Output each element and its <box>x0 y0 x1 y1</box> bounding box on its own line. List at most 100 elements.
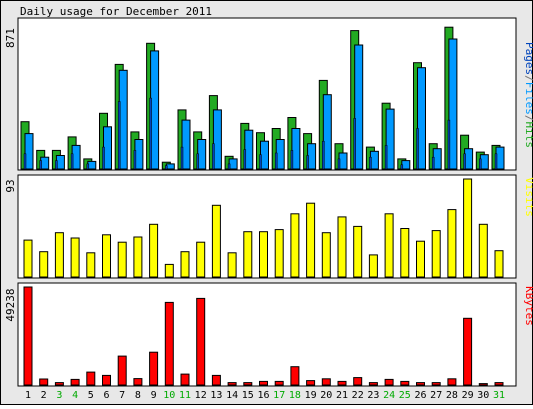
x-tick-label-day-16: 16 <box>257 390 269 401</box>
bar-visits-day-25 <box>400 228 410 278</box>
x-labels-layer: 1 2 3 4 5 6 7 8 9 10 11 12 13 14 15 16 17 18 19 20 21 22 23 24 2… <box>25 390 505 401</box>
side-label-part: Files <box>523 82 533 115</box>
bar-kbytes-day-19 <box>306 380 316 386</box>
bar-pages-day-17 <box>274 152 278 170</box>
bar-files-day-28 <box>448 38 458 170</box>
bar-pages-day-25 <box>400 164 404 170</box>
bar-visits-day-24 <box>384 213 394 278</box>
bar-visits-day-15 <box>243 231 253 278</box>
bar-visits-day-27 <box>431 230 441 278</box>
bar-kbytes-day-9 <box>149 351 159 386</box>
side-label-part: / <box>523 115 533 122</box>
bar-kbytes-day-7 <box>117 355 127 386</box>
bar-pages-day-29 <box>463 153 466 170</box>
bar-pages-day-8 <box>133 150 137 170</box>
bar-visits-day-3 <box>54 232 64 278</box>
bar-visits-day-6 <box>102 234 111 278</box>
bar-pages-day-23 <box>369 156 372 170</box>
bar-kbytes-day-14 <box>227 382 237 386</box>
x-tick-label-day-6: 6 <box>103 390 109 401</box>
bar-kbytes-day-20 <box>321 378 331 386</box>
bar-visits-day-19 <box>306 202 316 278</box>
chart-title: Daily usage for December 2011 <box>20 5 212 18</box>
bar-visits-day-28 <box>447 209 457 278</box>
bar-files-day-11 <box>181 119 191 170</box>
panel-top-side-label: Pages/Files/Hits <box>523 42 533 148</box>
bar-pages-day-16 <box>259 154 262 170</box>
bar-visits-day-1 <box>23 239 33 278</box>
x-tick-label-day-12: 12 <box>195 390 207 401</box>
panel-mid-ymax-label: 93 <box>4 179 17 192</box>
bar-visits-day-20 <box>321 232 331 278</box>
x-tick-label-day-2: 2 <box>41 390 47 401</box>
bar-files-day-1 <box>24 133 34 170</box>
bar-kbytes-day-23 <box>368 382 378 386</box>
x-tick-label-day-19: 19 <box>305 390 317 401</box>
bar-pages-day-20 <box>322 140 325 170</box>
bar-kbytes-day-27 <box>431 382 441 386</box>
x-tick-label-day-26: 26 <box>414 390 426 401</box>
x-tick-label-day-10: 10 <box>163 390 175 401</box>
bar-visits-day-5 <box>86 252 96 278</box>
x-tick-label-day-29: 29 <box>462 390 474 401</box>
bar-visits-day-11 <box>180 251 190 278</box>
bar-kbytes-day-29 <box>463 317 473 386</box>
bar-visits-day-14 <box>227 252 237 278</box>
bar-pages-day-6 <box>102 146 105 170</box>
bar-pages-day-28 <box>447 119 451 170</box>
side-label-part: Hits <box>523 122 533 149</box>
bar-kbytes-day-25 <box>400 380 410 386</box>
bar-visits-day-2 <box>39 251 49 278</box>
bar-visits-day-9 <box>149 223 159 278</box>
bar-visits-day-30 <box>478 223 488 278</box>
bar-visits-day-17 <box>274 229 284 278</box>
x-tick-label-day-11: 11 <box>179 390 191 401</box>
bar-pages-day-14 <box>227 163 231 170</box>
bar-kbytes-day-31 <box>494 382 504 386</box>
x-tick-label-day-5: 5 <box>88 390 94 401</box>
bar-files-day-24 <box>385 108 395 170</box>
bar-pages-day-18 <box>290 150 294 170</box>
x-tick-label-day-23: 23 <box>367 390 379 401</box>
bar-pages-day-2 <box>39 160 42 170</box>
bar-kbytes-day-3 <box>54 382 64 386</box>
bar-visits-day-8 <box>133 236 143 278</box>
panel-mid-side-label: Visits <box>523 177 533 217</box>
bar-visits-day-31 <box>494 250 504 278</box>
x-tick-label-day-28: 28 <box>446 390 458 401</box>
x-tick-label-day-20: 20 <box>320 390 332 401</box>
bar-files-day-26 <box>417 67 426 170</box>
bar-pages-day-30 <box>479 158 482 170</box>
bar-kbytes-day-22 <box>353 377 363 386</box>
panel-bot-ymax-label: 49238 <box>4 288 17 321</box>
bar-kbytes-day-5 <box>86 371 96 386</box>
x-tick-label-day-30: 30 <box>477 390 489 401</box>
x-tick-label-day-21: 21 <box>336 390 348 401</box>
bars-layer <box>20 26 505 386</box>
bar-kbytes-day-1 <box>23 286 33 386</box>
bar-files-day-13 <box>212 109 222 170</box>
bar-pages-day-4 <box>70 153 74 170</box>
side-label-part: KBytes <box>523 286 533 326</box>
x-tick-label-day-15: 15 <box>242 390 254 401</box>
bar-visits-day-12 <box>196 241 206 278</box>
bar-visits-day-7 <box>117 241 127 278</box>
x-tick-label-day-27: 27 <box>430 390 442 401</box>
bar-pages-day-5 <box>86 163 90 170</box>
bar-kbytes-day-17 <box>274 380 284 386</box>
bar-kbytes-day-24 <box>384 378 394 386</box>
x-tick-label-day-14: 14 <box>226 390 238 401</box>
x-tick-label-day-13: 13 <box>210 390 222 401</box>
panel-top-ymax-label: 871 <box>4 28 17 48</box>
bar-pages-day-26 <box>416 128 419 170</box>
bar-kbytes-day-2 <box>39 378 49 386</box>
bar-kbytes-day-12 <box>196 297 206 386</box>
panel-bot-frame <box>17 282 517 387</box>
bar-visits-day-22 <box>353 225 363 278</box>
bar-kbytes-day-6 <box>102 374 111 386</box>
x-tick-label-day-25: 25 <box>399 390 411 401</box>
bar-pages-day-22 <box>353 118 356 170</box>
bar-kbytes-day-18 <box>290 366 300 386</box>
